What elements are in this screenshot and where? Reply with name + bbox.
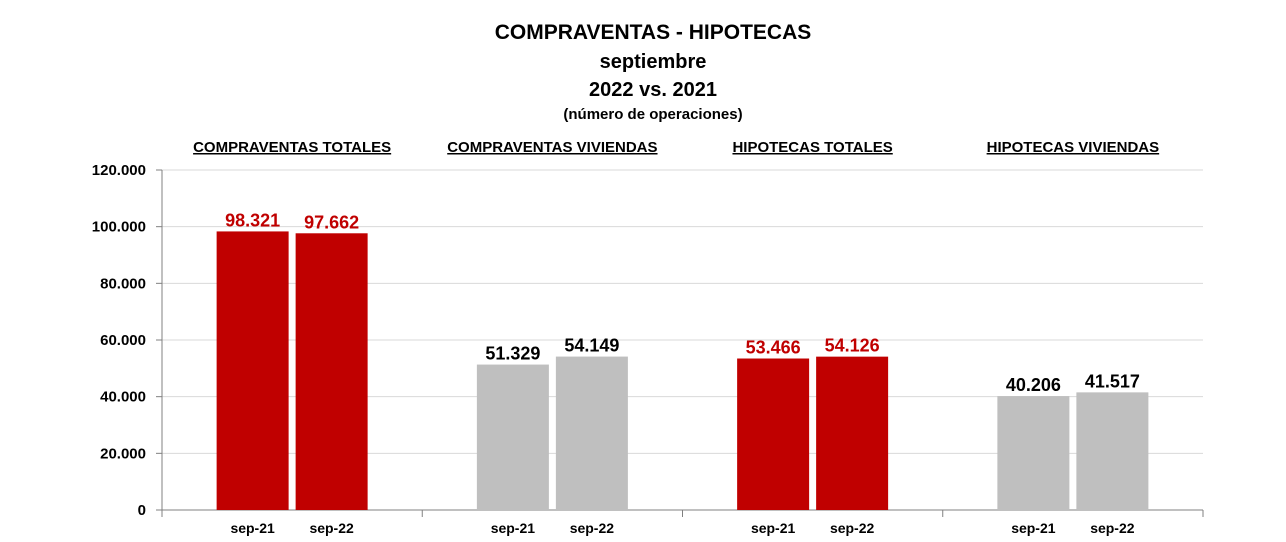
data-label: 54.126 <box>825 336 880 356</box>
data-label: 98.321 <box>225 210 280 230</box>
x-category-label: sep-21 <box>751 520 796 536</box>
chart-subtitle-years: 2022 vs. 2021 <box>589 79 717 101</box>
x-category-label: sep-22 <box>830 520 875 536</box>
chart-subtitle-month: septiembre <box>599 51 707 73</box>
y-tick-label: 60.000 <box>100 332 146 349</box>
group-header: COMPRAVENTAS VIVIENDAS <box>447 139 657 156</box>
x-category-label: sep-22 <box>309 520 354 536</box>
y-tick-label: 100.000 <box>92 219 146 236</box>
bar <box>816 356 889 510</box>
chart-subtitle-units: (número de operaciones) <box>563 106 743 123</box>
x-category-label: sep-21 <box>230 520 275 536</box>
y-tick-label: 20.000 <box>100 445 146 462</box>
x-category-label: sep-21 <box>1011 520 1056 536</box>
data-label: 41.517 <box>1085 371 1140 391</box>
x-category-label: sep-22 <box>570 520 615 536</box>
chart-titles: COMPRAVENTAS - HIPOTECAS septiembre 2022… <box>0 18 1286 126</box>
x-category-label: sep-22 <box>1090 520 1135 536</box>
bar <box>1076 392 1149 510</box>
group-header: HIPOTECAS VIVIENDAS <box>987 139 1160 156</box>
data-label: 97.662 <box>304 212 359 232</box>
x-category-label: sep-21 <box>491 520 536 536</box>
y-tick-label: 120.000 <box>92 162 146 179</box>
bar <box>555 356 628 510</box>
group-header: HIPOTECAS TOTALES <box>732 139 892 156</box>
bar <box>476 364 549 510</box>
bar <box>295 233 368 510</box>
data-label: 40.206 <box>1006 375 1061 395</box>
y-tick-label: 80.000 <box>100 275 146 292</box>
y-tick-label: 0 <box>138 502 146 519</box>
group-header: COMPRAVENTAS TOTALES <box>193 139 391 156</box>
bar <box>737 358 810 510</box>
y-tick-label: 40.000 <box>100 389 146 406</box>
bar <box>216 231 289 510</box>
data-label: 53.466 <box>746 338 801 358</box>
bar <box>997 396 1070 510</box>
data-label: 54.149 <box>564 336 619 356</box>
chart-title: COMPRAVENTAS - HIPOTECAS <box>494 21 812 44</box>
data-label: 51.329 <box>485 344 540 364</box>
